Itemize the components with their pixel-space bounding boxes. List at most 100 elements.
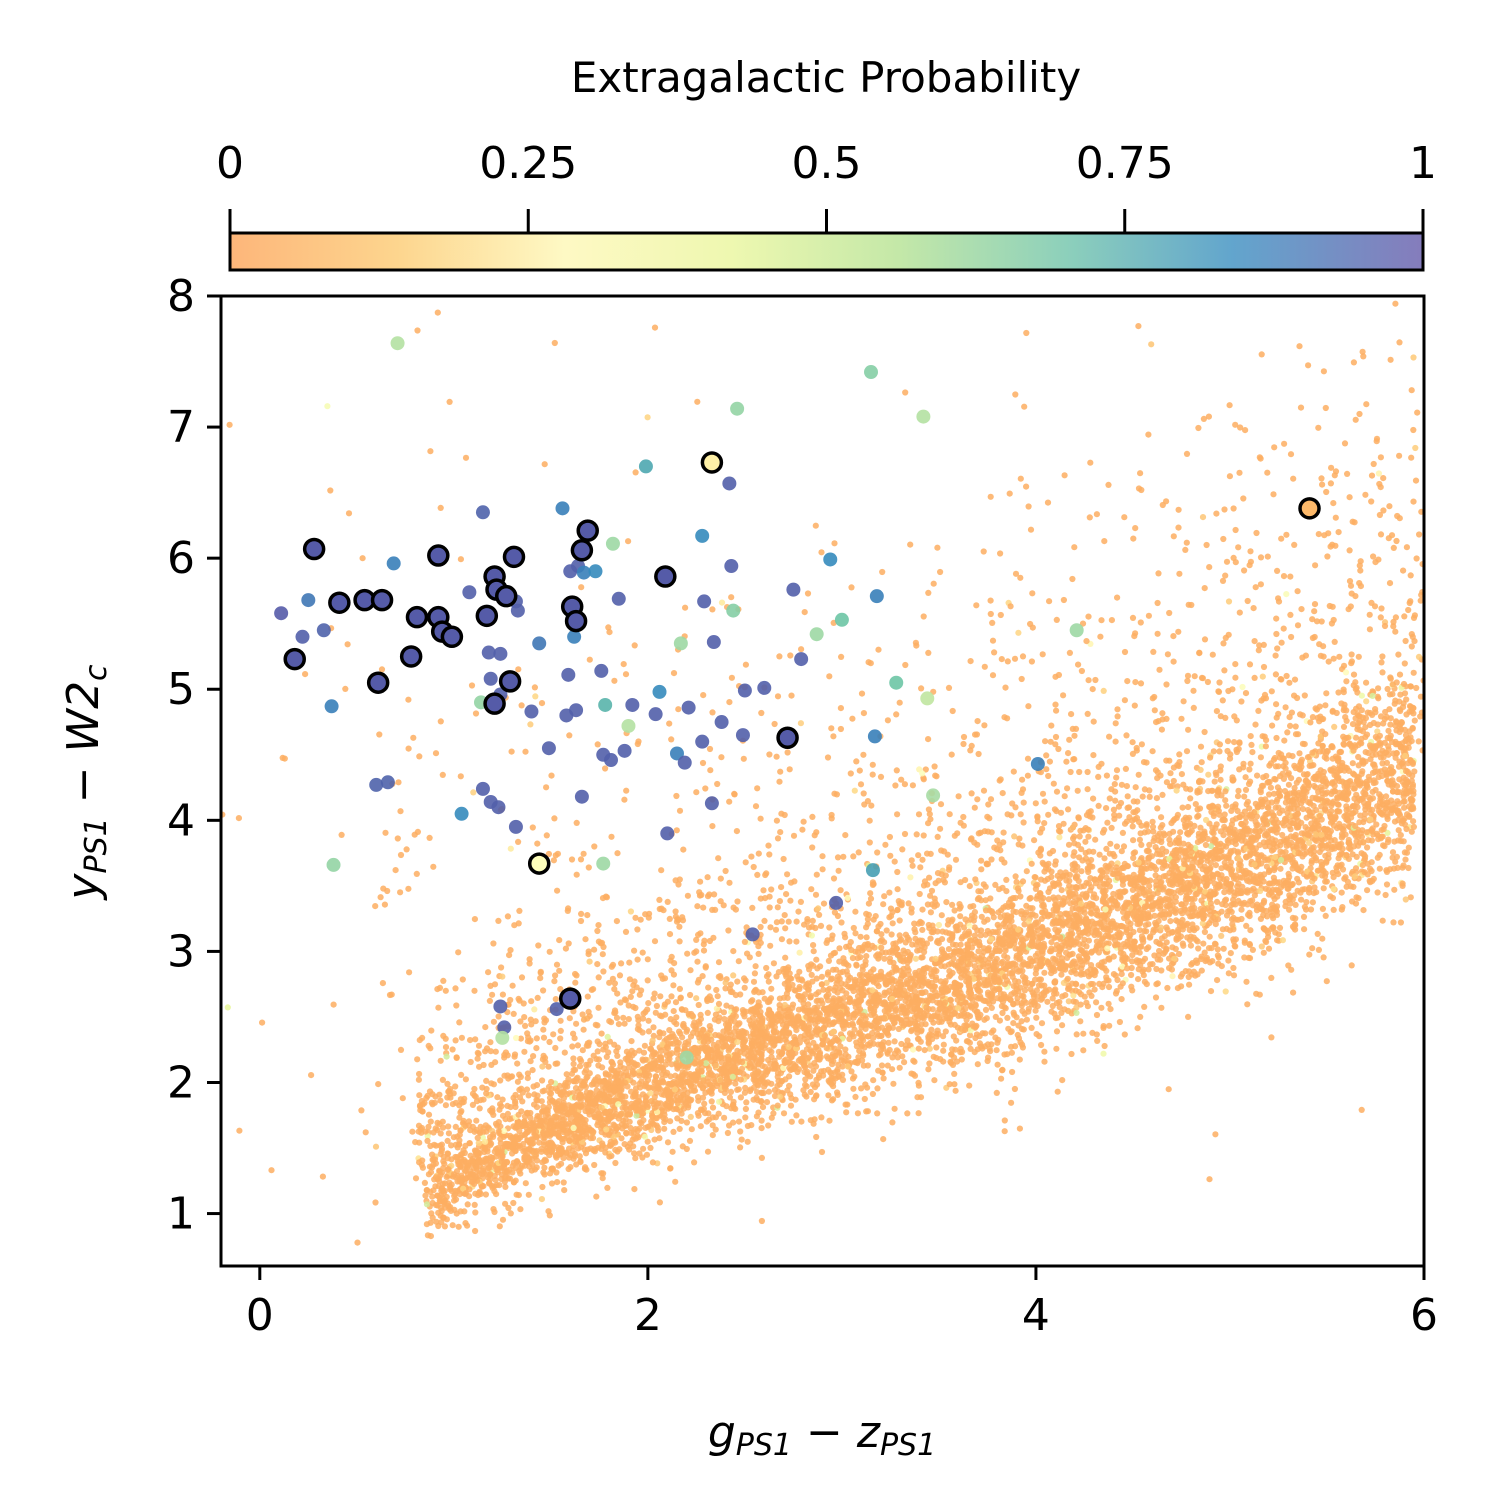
background-point	[342, 685, 349, 693]
background-point	[928, 887, 936, 894]
background-point	[937, 978, 944, 985]
background-point	[593, 1087, 600, 1094]
background-point	[1060, 596, 1067, 604]
background-point	[412, 1139, 419, 1146]
background-point	[839, 1076, 847, 1083]
background-point	[1044, 499, 1052, 506]
background-point	[1101, 538, 1108, 545]
background-point	[527, 721, 534, 728]
background-point	[1230, 972, 1238, 979]
background-point	[428, 1210, 435, 1217]
background-point	[1076, 854, 1083, 861]
background-point	[999, 790, 1006, 797]
background-point	[397, 808, 404, 815]
background-point	[1331, 723, 1338, 731]
background-point	[1066, 649, 1073, 657]
background-point	[952, 856, 960, 863]
background-point	[925, 649, 932, 657]
background-point	[1119, 881, 1126, 888]
background-point	[971, 932, 979, 939]
background-point	[354, 1239, 361, 1246]
background-point	[1331, 638, 1338, 646]
background-point	[926, 1045, 933, 1052]
background-point	[1170, 633, 1177, 640]
background-point	[1113, 767, 1121, 774]
background-point	[1275, 931, 1282, 938]
background-point	[552, 1060, 559, 1067]
background-point	[651, 1136, 658, 1143]
background-point	[1204, 835, 1211, 843]
background-point	[1264, 553, 1271, 560]
background-point	[526, 956, 533, 963]
background-point	[874, 849, 881, 856]
background-point	[425, 1111, 433, 1118]
background-point	[768, 1114, 775, 1121]
background-point	[758, 1154, 766, 1161]
background-point	[765, 978, 772, 985]
background-point	[506, 952, 513, 959]
background-point	[738, 1136, 745, 1143]
background-point	[924, 901, 932, 908]
background-point	[652, 1073, 660, 1080]
background-point	[403, 846, 410, 853]
background-point	[609, 961, 617, 969]
background-point	[476, 1105, 483, 1112]
background-point	[605, 624, 612, 631]
background-point	[1242, 786, 1250, 794]
background-point	[1103, 845, 1110, 853]
background-point	[881, 893, 888, 900]
background-point	[930, 580, 937, 587]
background-point	[561, 1187, 568, 1194]
background-point	[1183, 539, 1190, 546]
background-point	[666, 915, 673, 923]
background-point	[1050, 780, 1057, 787]
background-point	[1383, 881, 1391, 888]
background-point	[1063, 758, 1070, 765]
background-point	[949, 1046, 956, 1053]
background-point	[670, 982, 677, 989]
background-point	[1073, 1031, 1080, 1038]
background-point	[1342, 831, 1349, 838]
background-point	[1282, 704, 1289, 711]
background-point	[1401, 660, 1408, 667]
background-point	[1085, 937, 1092, 944]
background-point	[913, 642, 920, 649]
background-point	[693, 936, 700, 944]
background-point	[344, 641, 351, 648]
background-point	[1175, 506, 1182, 513]
background-point	[967, 1045, 974, 1052]
background-point	[1362, 724, 1369, 731]
background-point	[652, 1009, 659, 1016]
colorbar-tick-label: 0.25	[479, 138, 577, 189]
background-point	[540, 1026, 547, 1033]
background-point	[1090, 718, 1097, 725]
background-point	[984, 1041, 992, 1048]
background-point	[982, 907, 990, 914]
background-point	[1281, 737, 1288, 744]
background-point	[439, 771, 446, 779]
background-point	[702, 785, 709, 792]
background-point	[774, 904, 781, 911]
background-point	[1235, 855, 1242, 862]
background-point	[1279, 831, 1286, 839]
background-point	[546, 1212, 553, 1219]
background-point	[397, 851, 405, 859]
background-point	[1138, 741, 1145, 748]
background-point	[1368, 867, 1375, 875]
background-point	[1016, 1056, 1023, 1063]
background-point	[994, 1061, 1001, 1068]
background-point	[395, 779, 402, 786]
background-point	[773, 919, 781, 926]
background-point	[557, 1035, 564, 1042]
background-point	[1053, 788, 1061, 795]
background-point	[889, 1119, 896, 1126]
background-point	[495, 1119, 502, 1126]
background-point	[573, 871, 580, 878]
background-point	[1037, 976, 1044, 983]
background-point	[1330, 655, 1337, 662]
background-point	[1085, 880, 1092, 887]
background-point	[702, 963, 709, 970]
background-point	[783, 891, 790, 898]
background-point	[951, 907, 958, 914]
background-point	[669, 1148, 676, 1155]
